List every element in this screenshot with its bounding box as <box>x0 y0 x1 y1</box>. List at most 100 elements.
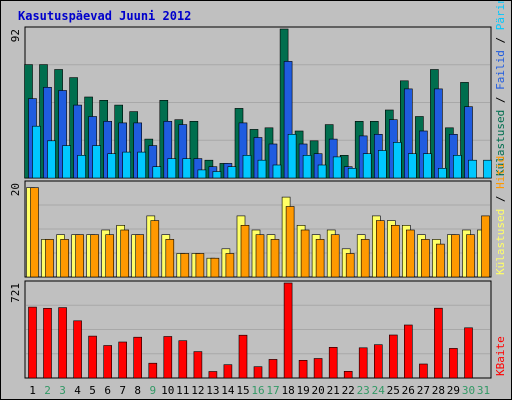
ymax-label-middle: 20 <box>9 183 22 196</box>
bar-middle-s2-day-22 <box>345 253 355 278</box>
x-tick-label-12: 12 <box>191 384 204 397</box>
x-tick-label-30: 30 <box>462 384 475 397</box>
bar-middle-s2-day-19 <box>300 229 310 278</box>
bar-top-s3-day-24 <box>377 150 387 179</box>
bar-top-s3-day-8 <box>137 151 146 179</box>
bar-middle-s2-day-14 <box>225 253 235 278</box>
x-tick-label-6: 6 <box>104 384 111 397</box>
bar-bottom-s1-day-3 <box>58 307 67 379</box>
x-tick-label-2: 2 <box>44 384 51 397</box>
bar-top-s3-day-28 <box>438 168 447 179</box>
bar-bottom-s1-day-13 <box>208 371 218 379</box>
bar-bottom-s1-day-25 <box>388 334 398 379</box>
legend-middle-part-1: Külastused <box>494 209 507 275</box>
bar-bottom-s1-day-7 <box>118 341 127 379</box>
x-tick-label-7: 7 <box>119 384 126 397</box>
x-tick-label-4: 4 <box>74 384 81 397</box>
bar-top-s3-day-11 <box>182 158 192 179</box>
bar-middle-s2-day-26 <box>405 229 415 278</box>
legend-top-part-4: / <box>494 30 507 50</box>
bar-top-s3-day-5 <box>92 145 101 179</box>
x-tick-label-10: 10 <box>161 384 174 397</box>
x-tick-label-18: 18 <box>281 384 294 397</box>
x-tick-label-23: 23 <box>357 384 370 397</box>
bar-bottom-s1-day-21 <box>328 346 338 379</box>
x-tick-label-21: 21 <box>327 384 340 397</box>
bar-bottom-s1-day-5 <box>88 335 97 379</box>
bar-middle-s2-day-16 <box>255 234 265 278</box>
bar-middle-s2-day-15 <box>240 225 250 278</box>
legend-bottom-part-1: KBaite <box>494 336 507 376</box>
ymax-label-top: 92 <box>9 29 22 42</box>
panel-top: 92 Külastused / Failid / Päringud <box>9 1 507 179</box>
bar-bottom-s1-day-23 <box>358 347 368 379</box>
bar-top-s3-day-6 <box>107 153 116 179</box>
bar-middle-s2-day-24 <box>375 220 385 278</box>
bar-bottom-s1-day-22 <box>343 370 353 379</box>
x-tick-label-3: 3 <box>59 384 66 397</box>
bar-middle-s2-day-5 <box>90 234 99 278</box>
bar-middle-s2-day-10 <box>165 239 175 278</box>
bar-top-s3-day-16 <box>257 159 267 179</box>
bar-middle-s2-day-12 <box>195 253 205 278</box>
bar-middle-s2-day-17 <box>270 239 280 278</box>
bar-top-s3-day-4 <box>77 155 86 179</box>
bar-top-s3-day-31 <box>483 159 492 179</box>
bar-bottom-s1-day-30 <box>464 327 473 379</box>
bar-bottom-s1-day-18 <box>283 282 293 379</box>
bar-top-s3-day-14 <box>227 166 237 179</box>
bar-top-s3-day-22 <box>347 168 357 179</box>
x-tick-label-8: 8 <box>134 384 141 397</box>
bar-middle-s2-day-3 <box>60 239 69 278</box>
chart-title: Kasutuspäevad Juuni 2012 <box>18 9 192 23</box>
bar-middle-s2-day-31 <box>481 215 490 278</box>
bar-bottom-s1-day-24 <box>373 344 383 379</box>
bar-bottom-s1-day-27 <box>419 363 428 379</box>
bar-bottom-s1-day-10 <box>163 336 173 379</box>
legend-middle-part-3: Hitid <box>494 156 507 189</box>
bar-middle-s2-day-21 <box>330 234 340 278</box>
bar-bottom-s1-day-4 <box>73 320 82 379</box>
bar-bottom-s1-day-8 <box>133 336 142 379</box>
bar-top-s3-day-9 <box>152 166 162 179</box>
bar-middle-s2-day-8 <box>135 234 144 278</box>
bar-top-s3-day-18 <box>287 134 297 179</box>
bar-top-s3-day-21 <box>332 156 342 179</box>
bar-middle-s2-day-27 <box>421 239 430 278</box>
bar-top-s3-day-12 <box>197 169 207 179</box>
bar-bottom-s1-day-28 <box>434 307 443 379</box>
bar-middle-s2-day-9 <box>150 220 160 278</box>
x-tick-label-5: 5 <box>89 384 96 397</box>
panel-bottom: 721 KBaite <box>9 280 507 379</box>
bar-bottom-s1-day-17 <box>268 359 278 379</box>
x-tick-label-20: 20 <box>311 384 324 397</box>
bar-middle-s2-day-23 <box>360 239 370 278</box>
legend-top-part-5: Päringud <box>494 1 507 30</box>
bar-middle-s2-day-13 <box>210 257 220 278</box>
bar-bottom-s1-day-20 <box>313 358 323 379</box>
bar-middle-s2-day-6 <box>105 234 114 278</box>
legend-top: Külastused / Failid / Päringud <box>494 1 507 176</box>
ymax-label-bottom: 721 <box>9 283 22 303</box>
x-tick-label-13: 13 <box>206 384 219 397</box>
bar-middle-s2-day-30 <box>466 234 475 278</box>
x-tick-label-9: 9 <box>149 384 156 397</box>
bar-top-s3-day-7 <box>122 151 131 179</box>
bar-top-s3-day-26 <box>407 153 417 179</box>
bar-middle-s2-day-7 <box>120 229 129 278</box>
bar-bottom-s1-day-1 <box>28 306 37 379</box>
panel-middle: 20 Külastused / Hitid <box>9 156 507 278</box>
bar-bottom-s1-day-12 <box>193 351 203 379</box>
bar-bottom-s1-day-11 <box>178 340 188 379</box>
bar-bottom-s1-day-29 <box>449 348 458 379</box>
bar-top-s3-day-1 <box>32 125 41 179</box>
bar-top-s3-day-27 <box>423 153 432 179</box>
bar-bottom-s1-day-14 <box>223 364 233 379</box>
legend-top-part-2: / <box>494 90 507 110</box>
bar-bottom-s1-day-19 <box>298 359 308 379</box>
x-tick-label-11: 11 <box>176 384 189 397</box>
bar-middle-s2-day-2 <box>45 239 54 278</box>
x-tick-label-15: 15 <box>236 384 249 397</box>
bar-middle-s2-day-25 <box>390 225 400 278</box>
